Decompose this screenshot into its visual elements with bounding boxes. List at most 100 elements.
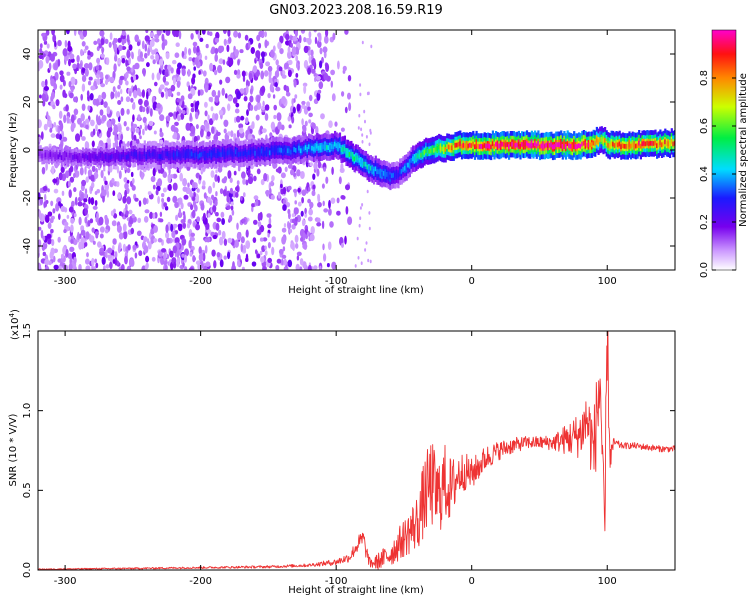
ridge-cell xyxy=(60,155,63,160)
noise-speckle xyxy=(264,250,268,256)
noise-speckle xyxy=(55,202,60,212)
noise-speckle xyxy=(227,95,233,102)
noise-speckle xyxy=(230,201,234,207)
noise-speckle xyxy=(242,244,246,253)
noise-speckle xyxy=(66,71,71,76)
noise-speckle xyxy=(215,191,218,197)
noise-speckle xyxy=(112,238,117,245)
ridge-cell xyxy=(80,155,83,161)
noise-speckle xyxy=(213,260,217,269)
noise-speckle xyxy=(95,233,99,239)
noise-speckle xyxy=(294,94,298,99)
ridge-cell xyxy=(200,152,203,157)
noise-speckle xyxy=(280,183,283,189)
ridge-cell xyxy=(521,142,524,147)
noise-speckle xyxy=(253,105,258,112)
noise-speckle xyxy=(316,222,322,227)
noise-speckle xyxy=(66,115,70,124)
noise-speckle xyxy=(260,179,265,186)
noise-speckle xyxy=(91,257,95,267)
ridge-cell xyxy=(277,148,280,153)
noise-speckle xyxy=(208,118,214,126)
snr-x-tick-label: 0 xyxy=(469,576,475,587)
noise-speckle xyxy=(267,65,273,72)
noise-speckle xyxy=(183,194,189,200)
ridge-cell xyxy=(410,158,413,163)
ridge-cell xyxy=(532,143,535,148)
ridge-cell xyxy=(67,155,70,160)
noise-speckle xyxy=(149,108,153,117)
ridge-cell xyxy=(109,155,112,160)
noise-speckle xyxy=(44,193,47,202)
ridge-cell xyxy=(363,161,366,167)
ridge-cell xyxy=(293,147,296,152)
noise-speckle xyxy=(337,60,340,70)
ridge-cell xyxy=(369,165,372,171)
noise-speckle xyxy=(64,40,68,48)
ridge-cell xyxy=(355,155,358,160)
noise-speckle xyxy=(207,114,210,121)
ridge-cell xyxy=(119,154,122,160)
noise-speckle xyxy=(150,55,155,60)
ridge-cell xyxy=(246,152,249,157)
noise-speckle xyxy=(118,170,122,180)
noise-speckle xyxy=(185,122,191,131)
ridge-cell xyxy=(662,141,665,147)
noise-speckle xyxy=(126,50,131,59)
noise-speckle xyxy=(281,96,287,105)
noise-speckle xyxy=(308,94,313,102)
ridge-cell xyxy=(524,142,527,148)
ridge-cell xyxy=(325,145,329,150)
noise-speckle xyxy=(82,30,88,38)
noise-speckle xyxy=(69,165,74,173)
ridge-cell xyxy=(443,146,446,152)
ridge-cell xyxy=(395,172,398,177)
noise-speckle xyxy=(76,55,80,63)
noise-speckle xyxy=(86,252,89,258)
noise-speckle xyxy=(341,242,344,248)
noise-speckle xyxy=(129,258,134,267)
noise-speckle xyxy=(316,168,320,177)
noise-speckle xyxy=(227,36,232,44)
noise-speckle xyxy=(42,251,46,257)
noise-speckle xyxy=(210,170,215,178)
spectrogram-x-tick-label: -100 xyxy=(325,276,348,287)
snr-scale-close: ) xyxy=(10,309,21,313)
noise-speckle xyxy=(365,135,368,139)
noise-speckle xyxy=(167,175,171,184)
noise-speckle xyxy=(79,123,84,128)
ridge-cell xyxy=(249,150,252,155)
noise-speckle xyxy=(214,53,218,62)
noise-speckle xyxy=(289,228,293,234)
noise-speckle xyxy=(83,48,87,54)
noise-speckle xyxy=(307,106,311,111)
ridge-cell xyxy=(660,142,664,148)
noise-speckle xyxy=(177,76,181,82)
noise-speckle xyxy=(288,222,292,229)
noise-speckle xyxy=(258,42,262,49)
noise-speckle xyxy=(61,190,65,196)
noise-speckle xyxy=(211,126,215,134)
noise-speckle xyxy=(192,255,196,263)
noise-speckle xyxy=(287,116,291,122)
ridge-cell xyxy=(449,145,452,151)
noise-speckle xyxy=(152,59,156,65)
noise-speckle xyxy=(42,100,46,107)
noise-speckle xyxy=(307,37,312,45)
noise-speckle xyxy=(162,75,167,83)
noise-speckle xyxy=(146,106,150,115)
ridge-cell xyxy=(446,144,449,149)
ridge-cell xyxy=(330,144,333,149)
noise-speckle xyxy=(234,239,239,248)
noise-speckle xyxy=(49,123,53,129)
noise-speckle xyxy=(368,142,371,147)
ridge-cell xyxy=(540,143,543,149)
noise-speckle xyxy=(136,230,142,237)
ridge-cell xyxy=(347,150,350,156)
noise-speckle xyxy=(281,74,287,79)
ridge-cell xyxy=(556,142,559,148)
ridge-cell xyxy=(75,154,78,160)
noise-speckle xyxy=(213,69,218,76)
noise-speckle xyxy=(91,181,95,189)
